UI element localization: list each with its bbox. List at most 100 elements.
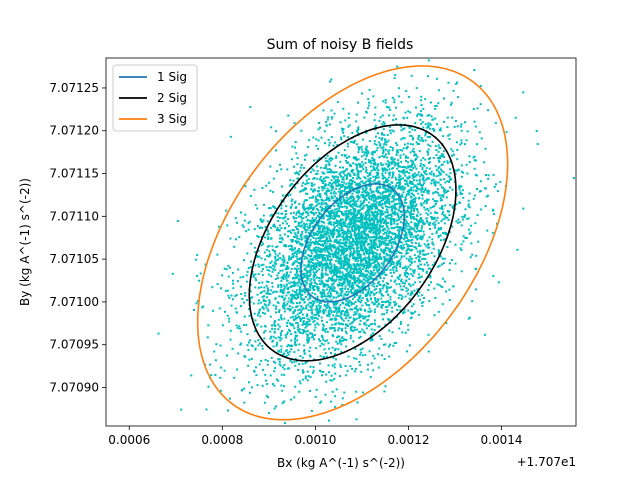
scatter-point: [298, 211, 301, 214]
scatter-point: [440, 168, 442, 171]
scatter-point: [300, 305, 303, 308]
scatter-point: [378, 347, 381, 350]
scatter-point: [348, 164, 351, 167]
scatter-point: [376, 219, 379, 222]
scatter-point: [344, 219, 347, 222]
scatter-point: [383, 271, 386, 274]
scatter-point: [231, 279, 234, 282]
scatter-point: [282, 256, 285, 259]
scatter-point: [318, 157, 321, 160]
scatter-point: [243, 259, 245, 262]
scatter-point: [228, 317, 231, 320]
scatter-point: [335, 303, 337, 306]
scatter-point: [391, 331, 394, 334]
scatter-point: [343, 250, 346, 252]
scatter-point: [405, 287, 408, 289]
scatter-point: [361, 150, 364, 153]
scatter-point: [433, 221, 436, 224]
scatter-point: [325, 205, 328, 208]
scatter-point: [379, 211, 382, 214]
scatter-point: [341, 329, 344, 332]
scatter-point: [287, 194, 290, 197]
scatter-point: [388, 251, 391, 253]
scatter-point: [387, 318, 390, 321]
scatter-point: [265, 394, 268, 397]
scatter-point: [393, 188, 396, 191]
scatter-point: [315, 316, 318, 319]
scatter-point: [486, 229, 489, 232]
scatter-point: [400, 178, 402, 181]
scatter-point: [265, 292, 268, 295]
scatter-point: [408, 127, 411, 129]
scatter-point: [496, 222, 498, 225]
scatter-point: [414, 205, 417, 207]
scatter-point: [454, 169, 457, 172]
scatter-point: [286, 279, 289, 282]
scatter-point: [380, 354, 383, 357]
scatter-point: [317, 233, 320, 236]
scatter-point: [400, 101, 403, 104]
scatter-point: [329, 286, 332, 289]
scatter-point: [272, 191, 275, 193]
scatter-point: [352, 292, 355, 295]
scatter-point: [389, 171, 392, 174]
scatter-point: [377, 237, 380, 240]
scatter-point: [309, 296, 311, 299]
scatter-point: [381, 133, 383, 136]
scatter-point: [264, 258, 267, 261]
scatter-point: [434, 145, 437, 148]
scatter-point: [330, 230, 333, 233]
scatter-point: [373, 220, 376, 222]
scatter-point: [349, 196, 352, 199]
scatter-point: [302, 188, 304, 191]
scatter-point: [365, 267, 368, 270]
scatter-point: [359, 315, 362, 318]
scatter-point: [396, 264, 399, 266]
scatter-point: [382, 318, 384, 321]
scatter-point: [279, 269, 282, 272]
scatter-point: [444, 181, 447, 184]
scatter-point: [258, 265, 261, 268]
scatter-point: [400, 125, 403, 128]
scatter-point: [406, 145, 409, 148]
scatter-point: [318, 256, 321, 259]
scatter-point: [315, 286, 318, 288]
scatter-point: [349, 282, 351, 285]
scatter-point: [352, 254, 355, 257]
scatter-point: [359, 165, 362, 168]
scatter-point: [415, 203, 418, 206]
scatter-point: [395, 248, 398, 251]
scatter-point: [335, 238, 338, 241]
scatter-point: [347, 314, 350, 317]
scatter-point: [284, 276, 287, 278]
scatter-point: [355, 268, 358, 271]
scatter-point: [419, 202, 422, 205]
scatter-point: [384, 205, 387, 208]
scatter-point: [351, 272, 354, 275]
scatter-point: [210, 374, 213, 376]
scatter-point: [332, 296, 335, 299]
scatter-point: [313, 232, 316, 235]
scatter-point: [383, 167, 386, 170]
scatter-point: [439, 199, 442, 202]
scatter-point: [373, 288, 376, 291]
scatter-point: [422, 230, 425, 233]
scatter-point: [291, 361, 293, 364]
scatter-point: [395, 283, 398, 286]
scatter-point: [333, 290, 336, 293]
scatter-point: [304, 375, 307, 378]
scatter-point: [334, 180, 337, 183]
scatter-point: [344, 213, 347, 216]
scatter-point: [264, 373, 267, 376]
scatter-point: [326, 204, 329, 207]
scatter-point: [319, 401, 322, 404]
scatter-point: [277, 336, 280, 339]
scatter-point: [378, 255, 381, 257]
scatter-point: [306, 244, 309, 247]
scatter-point: [272, 205, 274, 208]
scatter-point: [323, 221, 326, 224]
scatter-point: [318, 338, 320, 341]
scatter-point: [388, 193, 391, 196]
scatter-point: [325, 246, 328, 249]
scatter-point: [370, 217, 373, 220]
